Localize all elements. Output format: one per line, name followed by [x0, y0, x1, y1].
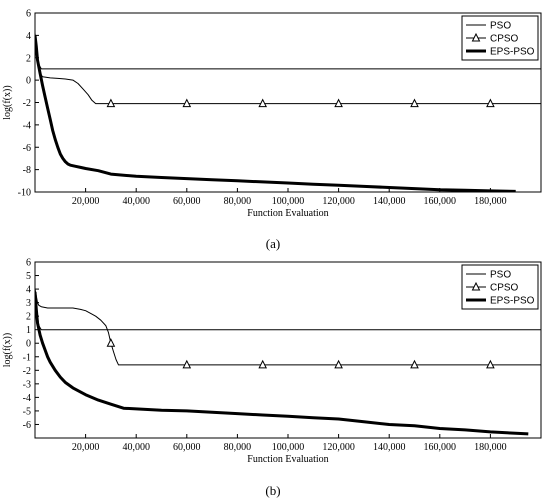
x-tick-label: 40,000: [122, 442, 150, 453]
y-tick-label: -5: [23, 406, 31, 417]
y-tick-label: 2: [26, 53, 31, 64]
y-tick-label: 6: [26, 258, 31, 269]
panel-a-caption: (a): [265, 236, 281, 251]
y-tick-label: 2: [26, 312, 31, 323]
legend-label: CPSO: [490, 283, 519, 294]
x-tick-label: 160,000: [424, 442, 457, 453]
x-tick-label: 100,000: [272, 196, 305, 207]
y-tick-label: 1: [26, 325, 31, 336]
chart-panel-0: 6 4 2 0 -2 -4 -6 -8 -10 20,000 40,000 60,000 80,000 1…: [2, 9, 542, 219]
series-marker-cpso: [106, 338, 116, 347]
y-tick-label: 0: [26, 76, 31, 87]
legend-label: EPS-PSO: [490, 47, 535, 58]
y-axis-label: log(f(x)): [2, 85, 13, 119]
series-marker-cpso: [486, 98, 495, 108]
y-tick-label: -10: [18, 188, 31, 199]
y-tick-label: -6: [23, 420, 31, 431]
y-axis-label: log(f(x)): [2, 333, 13, 367]
x-tick-label: 80,000: [224, 196, 252, 207]
y-tick-label: -1: [23, 352, 31, 363]
legend-box: [461, 15, 539, 61]
series-marker-cpso: [258, 359, 268, 369]
series-marker-cpso: [486, 359, 495, 369]
series-marker-cpso: [334, 98, 343, 108]
legend-label: PSO: [490, 21, 511, 32]
series-marker-cpso: [106, 98, 116, 108]
chart-panel-1: 6 5 4 3 2 1 0 -1 -2 -3 -4 -5 -6 20,000 40,000 60,000 80,…: [2, 258, 542, 465]
y-tick-label: -3: [23, 379, 31, 390]
x-tick-label: 120,000: [322, 196, 355, 207]
legend-marker: [471, 281, 481, 291]
legend-label: PSO: [490, 270, 511, 281]
legend: PSO CPSO EPS-PSO: [461, 264, 539, 310]
x-tick-label: 120,000: [322, 442, 355, 453]
panel-b-caption: (b): [265, 483, 281, 498]
legend-label: EPS-PSO: [490, 296, 535, 307]
y-tick-label: -2: [23, 366, 31, 377]
x-axis-label: Function Evaluation: [247, 208, 328, 219]
series-marker-cpso: [334, 359, 343, 369]
series-marker-cpso: [258, 98, 268, 108]
y-tick-label: 4: [26, 31, 31, 42]
x-tick-label: 100,000: [272, 442, 305, 453]
x-tick-label: 140,000: [373, 442, 406, 453]
y-tick-label: 5: [26, 271, 31, 282]
series-marker-cpso: [410, 98, 419, 108]
legend-label: CPSO: [490, 34, 519, 45]
x-tick-label: 140,000: [373, 196, 406, 207]
series-marker-cpso: [182, 98, 192, 108]
y-tick-label: -8: [23, 165, 31, 176]
x-tick-label: 180,000: [474, 196, 507, 207]
y-tick-label: 4: [26, 285, 31, 296]
x-tick-label: 160,000: [424, 196, 457, 207]
x-tick-label: 80,000: [224, 442, 252, 453]
legend: PSO CPSO EPS-PSO: [461, 15, 539, 61]
x-tick-label: 20,000: [72, 196, 100, 207]
y-tick-label: 3: [26, 298, 31, 309]
series-line-eps-pso: [35, 35, 516, 192]
y-tick-label: -6: [23, 143, 31, 154]
y-tick-label: 6: [26, 9, 31, 20]
series-marker-cpso: [410, 359, 419, 369]
x-tick-label: 20,000: [72, 442, 100, 453]
x-tick-label: 60,000: [173, 196, 201, 207]
x-tick-label: 60,000: [173, 442, 201, 453]
x-axis-label: Function Evaluation: [247, 454, 328, 465]
x-tick-label: 180,000: [474, 442, 507, 453]
y-tick-label: -4: [23, 393, 31, 404]
series-marker-cpso: [182, 359, 192, 369]
y-tick-label: -2: [23, 98, 31, 109]
x-tick-label: 40,000: [122, 196, 150, 207]
legend-marker: [471, 32, 481, 42]
series-line-eps-pso: [35, 291, 529, 436]
y-tick-label: -4: [23, 120, 31, 131]
y-tick-label: 0: [26, 339, 31, 350]
